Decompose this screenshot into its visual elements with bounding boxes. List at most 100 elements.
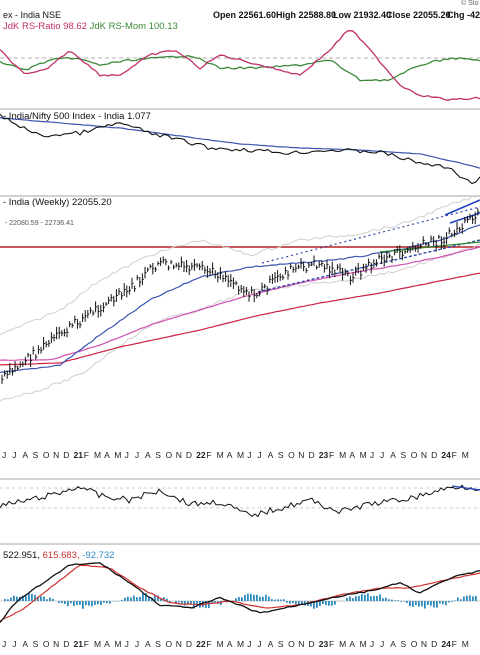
- macd-histogram-bar: [82, 601, 84, 609]
- x-axis-tick-label: S: [400, 450, 406, 460]
- x-axis-tick-label: S: [155, 450, 161, 460]
- macd-histogram-bar: [463, 596, 465, 601]
- rs-moving-average: [0, 118, 480, 168]
- x-axis-tick-label: D: [431, 639, 437, 649]
- macd-histogram-bar: [289, 601, 291, 604]
- macd-histogram-bar: [250, 594, 252, 601]
- x-axis-tick-label: 22: [196, 639, 206, 649]
- x-axis-tick-label: O: [411, 639, 418, 649]
- macd-histogram-bar: [7, 599, 9, 601]
- macd-histogram-bar: [31, 594, 33, 601]
- x-axis-tick-label: 21: [74, 639, 84, 649]
- macd-histogram-bar: [394, 600, 396, 601]
- x-axis-tick-label: F: [329, 450, 334, 460]
- macd-histogram-bar: [280, 599, 282, 601]
- price-bars: [2, 208, 479, 384]
- macd-histogram-bar: [424, 601, 426, 609]
- x-axis-tick-label: O: [43, 450, 50, 460]
- macd-histogram-bar: [64, 601, 66, 604]
- x-axis-tick-label: M: [339, 639, 346, 649]
- x-axis-tick-label: J: [380, 639, 384, 649]
- x-axis-tick-label: M: [237, 639, 244, 649]
- x-axis-tick-label: S: [155, 639, 161, 649]
- x-axis-tick-label: F: [84, 450, 89, 460]
- rs-line: [0, 114, 480, 183]
- x-axis-tick-label: A: [227, 450, 233, 460]
- macd-histogram-bar: [373, 596, 375, 601]
- macd-histogram-bar: [406, 601, 408, 603]
- x-axis-tick-label: D: [63, 450, 69, 460]
- macd-histogram-bar: [349, 597, 351, 601]
- x-axis-tick-label: N: [298, 639, 304, 649]
- macd-signal-value: 615.683,: [43, 550, 80, 561]
- macd-histogram-bar: [328, 601, 330, 606]
- macd-histogram-bar: [253, 595, 255, 601]
- chart-title: ex - India NSE: [3, 10, 61, 20]
- macd-histogram-bar: [382, 598, 384, 601]
- macd-histogram-bar: [385, 598, 387, 601]
- macd-line: [0, 563, 480, 623]
- x-axis-tick-label: J: [257, 450, 261, 460]
- x-axis-tick-label: J: [380, 450, 384, 460]
- x-axis-tick-label: D: [309, 639, 315, 649]
- rs-ratio-label: JdK RS-Ratio 98.62: [3, 21, 87, 32]
- x-axis-tick-label: M: [360, 450, 367, 460]
- macd-histogram-bar: [319, 601, 321, 606]
- macd-histogram-bar: [73, 601, 75, 606]
- x-axis-tick-label: 23: [319, 450, 329, 460]
- x-axis-tick-label: O: [43, 639, 50, 649]
- macd-histogram-bar: [409, 601, 411, 606]
- macd-histogram-bar: [88, 601, 90, 606]
- x-axis-tick-label: M: [217, 450, 224, 460]
- rs-ratio-line: [0, 31, 480, 101]
- x-axis-tick-label: J: [370, 450, 374, 460]
- x-axis-tick-label: J: [12, 639, 16, 649]
- x-axis-tick-label: N: [176, 450, 182, 460]
- macd-histogram-bar: [274, 600, 276, 601]
- x-axis-tick-label: M: [462, 450, 469, 460]
- x-axis-tick-label: A: [145, 450, 151, 460]
- macd-histogram-bar: [472, 596, 474, 601]
- macd-histogram-bar: [466, 596, 468, 601]
- macd-histogram-bar: [325, 601, 327, 605]
- macd-histogram-bar: [70, 601, 72, 603]
- x-axis-tick-label: M: [94, 450, 101, 460]
- x-axis-tick-label: O: [165, 450, 172, 460]
- macd-histogram-bar: [142, 593, 144, 601]
- macd-histogram-bar: [391, 600, 393, 601]
- macd-histogram-bar: [460, 599, 462, 601]
- macd-histogram-bar: [43, 597, 45, 601]
- x-axis-tick-label: S: [33, 450, 39, 460]
- x-axis-tick-label: J: [12, 450, 16, 460]
- macd-histogram-bar: [97, 601, 99, 604]
- macd-histogram-bar: [124, 598, 126, 601]
- macd-histogram-bar: [271, 599, 273, 601]
- x-axis-tick-label: M: [462, 639, 469, 649]
- macd-histogram-bar: [454, 600, 456, 601]
- macd-histogram-bar: [367, 593, 369, 601]
- x-axis-tick-label: N: [298, 450, 304, 460]
- macd-histogram-bar: [412, 601, 414, 607]
- macd-histogram-bar: [241, 597, 243, 601]
- macd-histogram-bar: [415, 601, 417, 605]
- x-axis-tick-label: D: [63, 639, 69, 649]
- rrg-chart: [0, 20, 480, 115]
- x-axis-tick-label: A: [349, 639, 355, 649]
- macd-histogram-bar: [439, 601, 441, 604]
- macd-histogram-bar: [238, 597, 240, 601]
- macd-legend: 522.951, 615.683, -92.732: [3, 550, 114, 561]
- x-axis-tick-label: J: [2, 450, 6, 460]
- x-axis-tick-label: J: [125, 639, 129, 649]
- macd-histogram-bar: [451, 601, 453, 602]
- macd-histogram-bar: [244, 595, 246, 601]
- macd-histogram-bar: [322, 601, 324, 604]
- macd-histogram-bar: [259, 597, 261, 601]
- x-axis-tick-label: J: [2, 639, 6, 649]
- price-panel: - India (Weekly) 22055.20 - 22080.59 - 2…: [0, 195, 480, 478]
- x-axis-tick-label: D: [186, 450, 192, 460]
- macd-histogram-bar: [370, 596, 372, 601]
- lower-band: [0, 244, 480, 402]
- x-axis-tick-label: J: [125, 450, 129, 460]
- channel-legend: - 22080.59 - 22736.41: [5, 220, 74, 227]
